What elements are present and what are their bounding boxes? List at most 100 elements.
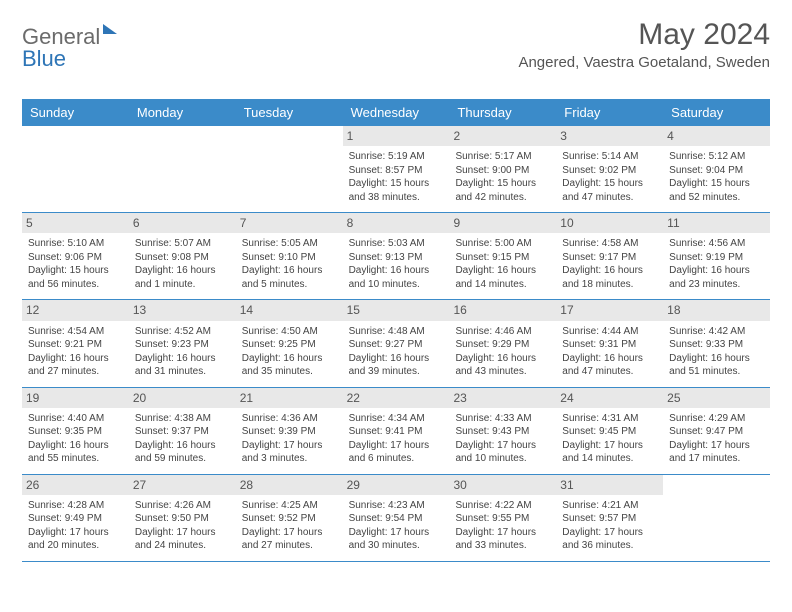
day-cell: 11Sunrise: 4:56 AMSunset: 9:19 PMDayligh… [663,213,770,299]
day-number: 3 [556,126,663,146]
day-cell: 25Sunrise: 4:29 AMSunset: 9:47 PMDayligh… [663,388,770,474]
sunset-line: Sunset: 9:43 PM [455,425,550,439]
day-cell: 26Sunrise: 4:28 AMSunset: 9:49 PMDayligh… [22,475,129,561]
day-number: 19 [22,388,129,408]
day-cell: 16Sunrise: 4:46 AMSunset: 9:29 PMDayligh… [449,300,556,386]
sunset-line: Sunset: 9:25 PM [242,338,337,352]
day-number: 23 [449,388,556,408]
sunset-line: Sunset: 9:06 PM [28,251,123,265]
calendar: SundayMondayTuesdayWednesdayThursdayFrid… [22,99,770,562]
day-number: 22 [343,388,450,408]
daylight-line: Daylight: 16 hours and 43 minutes. [455,352,550,379]
sunrise-line: Sunrise: 4:33 AM [455,412,550,426]
page-header: General May 2024 Angered, Vaestra Goetal… [22,18,770,71]
sunset-line: Sunset: 9:10 PM [242,251,337,265]
sunset-line: Sunset: 9:55 PM [455,512,550,526]
daylight-line: Daylight: 16 hours and 31 minutes. [135,352,230,379]
sunrise-line: Sunrise: 5:14 AM [562,150,657,164]
sunrise-line: Sunrise: 4:21 AM [562,499,657,513]
day-header: Wednesday [343,99,450,126]
day-number: 9 [449,213,556,233]
day-cell: 6Sunrise: 5:07 AMSunset: 9:08 PMDaylight… [129,213,236,299]
daylight-line: Daylight: 17 hours and 20 minutes. [28,526,123,553]
day-number: 28 [236,475,343,495]
day-number: 30 [449,475,556,495]
sunrise-line: Sunrise: 4:26 AM [135,499,230,513]
title-block: May 2024 Angered, Vaestra Goetaland, Swe… [518,18,770,71]
day-number: 25 [663,388,770,408]
daylight-line: Daylight: 15 hours and 47 minutes. [562,177,657,204]
month-title: May 2024 [518,18,770,52]
sunrise-line: Sunrise: 4:54 AM [28,325,123,339]
logo-sail-icon [103,24,117,34]
daylight-line: Daylight: 17 hours and 24 minutes. [135,526,230,553]
week-row: 5Sunrise: 5:10 AMSunset: 9:06 PMDaylight… [22,213,770,300]
week-row: 26Sunrise: 4:28 AMSunset: 9:49 PMDayligh… [22,475,770,562]
day-cell: 9Sunrise: 5:00 AMSunset: 9:15 PMDaylight… [449,213,556,299]
sunset-line: Sunset: 9:37 PM [135,425,230,439]
day-cell: 21Sunrise: 4:36 AMSunset: 9:39 PMDayligh… [236,388,343,474]
sunrise-line: Sunrise: 4:29 AM [669,412,764,426]
sunset-line: Sunset: 9:50 PM [135,512,230,526]
sunset-line: Sunset: 9:13 PM [349,251,444,265]
sunset-line: Sunset: 9:17 PM [562,251,657,265]
sunrise-line: Sunrise: 4:52 AM [135,325,230,339]
daylight-line: Daylight: 17 hours and 27 minutes. [242,526,337,553]
day-number: 10 [556,213,663,233]
day-cell: 2Sunrise: 5:17 AMSunset: 9:00 PMDaylight… [449,126,556,212]
sunrise-line: Sunrise: 4:38 AM [135,412,230,426]
daylight-line: Daylight: 16 hours and 47 minutes. [562,352,657,379]
day-number: 24 [556,388,663,408]
day-number: 13 [129,300,236,320]
sunrise-line: Sunrise: 4:34 AM [349,412,444,426]
empty-cell [236,126,343,212]
daylight-line: Daylight: 15 hours and 42 minutes. [455,177,550,204]
day-number: 21 [236,388,343,408]
day-number: 1 [343,126,450,146]
empty-cell [663,475,770,561]
day-cell: 27Sunrise: 4:26 AMSunset: 9:50 PMDayligh… [129,475,236,561]
day-cell: 10Sunrise: 4:58 AMSunset: 9:17 PMDayligh… [556,213,663,299]
sunset-line: Sunset: 9:54 PM [349,512,444,526]
sunrise-line: Sunrise: 5:07 AM [135,237,230,251]
week-row: 1Sunrise: 5:19 AMSunset: 8:57 PMDaylight… [22,126,770,213]
sunset-line: Sunset: 9:49 PM [28,512,123,526]
day-cell: 5Sunrise: 5:10 AMSunset: 9:06 PMDaylight… [22,213,129,299]
day-header: Sunday [22,99,129,126]
daylight-line: Daylight: 16 hours and 10 minutes. [349,264,444,291]
sunset-line: Sunset: 9:15 PM [455,251,550,265]
weeks-container: 1Sunrise: 5:19 AMSunset: 8:57 PMDaylight… [22,126,770,562]
daylight-line: Daylight: 17 hours and 17 minutes. [669,439,764,466]
day-number: 26 [22,475,129,495]
sunrise-line: Sunrise: 4:46 AM [455,325,550,339]
day-cell: 1Sunrise: 5:19 AMSunset: 8:57 PMDaylight… [343,126,450,212]
day-cell: 13 Sunrise: 4:52 AMSunset: 9:23 PMDayligh… [129,300,236,386]
day-number: 14 [236,300,343,320]
sunrise-line: Sunrise: 4:58 AM [562,237,657,251]
day-number: 8 [343,213,450,233]
sunrise-line: Sunrise: 5:05 AM [242,237,337,251]
day-number: 18 [663,300,770,320]
sunrise-line: Sunrise: 4:50 AM [242,325,337,339]
sunrise-line: Sunrise: 4:25 AM [242,499,337,513]
sunset-line: Sunset: 9:21 PM [28,338,123,352]
daylight-line: Daylight: 16 hours and 27 minutes. [28,352,123,379]
sunset-line: Sunset: 9:19 PM [669,251,764,265]
daylight-line: Daylight: 16 hours and 51 minutes. [669,352,764,379]
sunrise-line: Sunrise: 4:40 AM [28,412,123,426]
sunrise-line: Sunrise: 4:42 AM [669,325,764,339]
day-number: 11 [663,213,770,233]
sunrise-line: Sunrise: 4:56 AM [669,237,764,251]
sunrise-line: Sunrise: 5:03 AM [349,237,444,251]
sunrise-line: Sunrise: 4:36 AM [242,412,337,426]
daylight-line: Daylight: 17 hours and 33 minutes. [455,526,550,553]
daylight-line: Daylight: 17 hours and 30 minutes. [349,526,444,553]
day-number: 29 [343,475,450,495]
sunrise-line: Sunrise: 5:12 AM [669,150,764,164]
day-number: 17 [556,300,663,320]
sunset-line: Sunset: 9:45 PM [562,425,657,439]
sunset-line: Sunset: 8:57 PM [349,164,444,178]
logo-text-blue: Blue [22,46,66,71]
sunset-line: Sunset: 9:23 PM [135,338,230,352]
day-cell: 7Sunrise: 5:05 AMSunset: 9:10 PMDaylight… [236,213,343,299]
